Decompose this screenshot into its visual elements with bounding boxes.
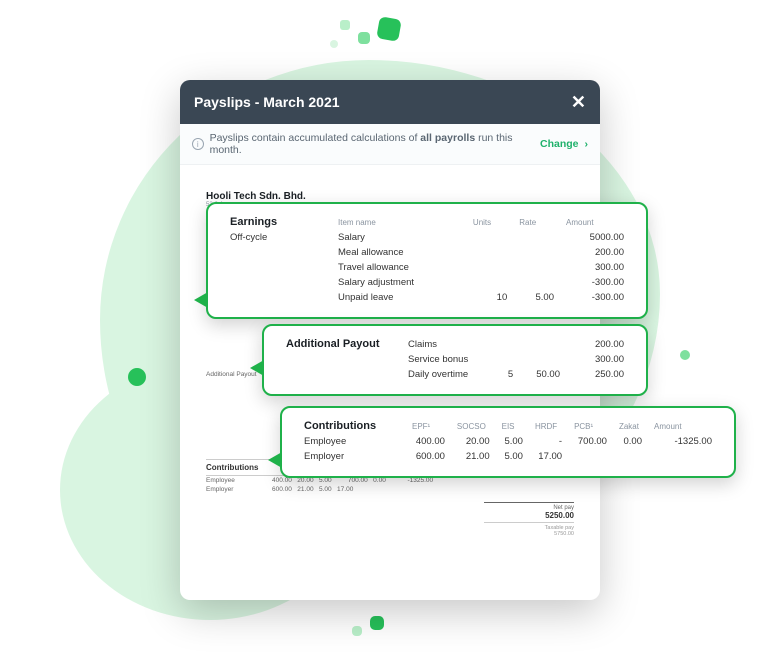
table-row: Service bonus300.00 — [280, 352, 630, 367]
decor-dot — [128, 368, 146, 386]
table-row: Employee 400.00 20.00 5.00 - 700.00 0.00… — [298, 434, 718, 449]
table-row: Meal allowance200.00 — [224, 245, 630, 260]
close-icon[interactable]: ✕ — [571, 92, 586, 113]
callout-pointer — [268, 452, 282, 468]
info-icon: i — [192, 138, 204, 150]
callout-pointer — [194, 292, 208, 308]
decor-dot — [358, 32, 370, 44]
decor-dot — [376, 16, 401, 41]
decor-dot — [370, 616, 384, 630]
mini-row: Employer600.00 21.00 5.00 17.00 — [206, 485, 574, 494]
change-link[interactable]: Change — [540, 138, 579, 150]
table-row: Travel allowance300.00 — [224, 260, 630, 275]
modal-header: Payslips - March 2021 ✕ — [180, 80, 600, 124]
table-row: Employer 600.00 21.00 5.00 17.00 — [298, 449, 718, 464]
callout-contributions: Contributions EPF¹ SOCSO EIS HRDF PCB¹ Z… — [280, 406, 736, 478]
table-row: Additional PayoutClaims200.00 — [280, 336, 630, 352]
chevron-right-icon: › — [585, 138, 589, 150]
modal-title: Payslips - March 2021 — [194, 94, 340, 110]
decor-dot — [330, 40, 338, 48]
callout-earnings: Earnings Item name Units Rate Amount Off… — [206, 202, 648, 319]
table-row: Daily overtime550.00250.00 — [280, 367, 630, 382]
decor-dot — [340, 20, 350, 30]
table-row: Unpaid leave105.00-300.00 — [224, 290, 630, 305]
callout-title: Earnings — [230, 216, 326, 228]
info-bar: i Payslips contain accumulated calculati… — [180, 124, 600, 165]
decor-dot — [680, 350, 690, 360]
callout-additional: Additional PayoutClaims200.00 Service bo… — [262, 324, 648, 396]
table-row: Off-cycleSalary5000.00 — [224, 230, 630, 245]
decor-dot — [352, 626, 362, 636]
net-pay-box: Net pay 5250.00 Taxable pay5750.00 — [484, 502, 574, 537]
company-name: Hooli Tech Sdn. Bhd. — [206, 191, 574, 202]
table-row: Salary adjustment-300.00 — [224, 275, 630, 290]
callout-pointer — [250, 360, 264, 376]
info-text: Payslips contain accumulated calculation… — [210, 132, 534, 156]
